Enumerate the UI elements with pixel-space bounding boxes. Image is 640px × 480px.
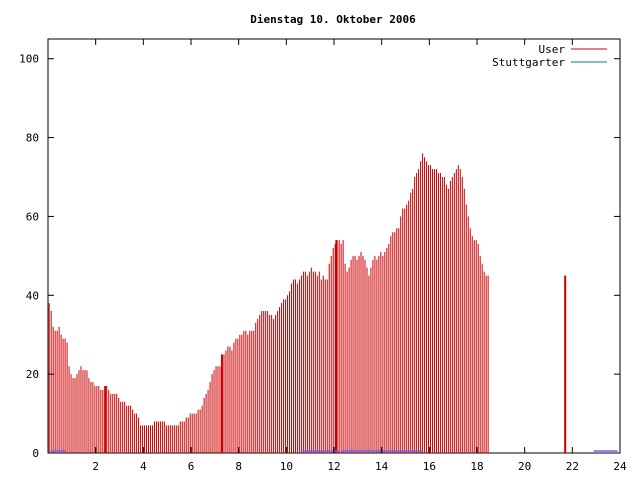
x-tick-label: 6 [188, 460, 195, 473]
y-tick-label: 60 [26, 210, 39, 223]
y-tick-label: 100 [19, 53, 39, 66]
x-tick-label: 4 [140, 460, 147, 473]
x-tick-label: 20 [518, 460, 531, 473]
x-tick-label: 16 [423, 460, 436, 473]
x-tick-label: 22 [566, 460, 579, 473]
y-tick-label: 0 [32, 447, 39, 460]
y-tick-label: 80 [26, 132, 39, 145]
legend: User Stuttgarter [492, 43, 607, 69]
x-tick-label: 10 [280, 460, 293, 473]
x-tick-label: 24 [613, 460, 627, 473]
hour-markers [104, 240, 567, 453]
user-bars [48, 153, 489, 453]
y-axis: 0 20 40 60 80 100 [19, 53, 620, 460]
x-tick-label: 8 [235, 460, 242, 473]
x-tick-label: 18 [470, 460, 483, 473]
y-tick-label: 20 [26, 368, 39, 381]
y-tick-label: 40 [26, 289, 39, 302]
x-axis: 2 4 6 8 10 12 14 16 18 20 22 24 [92, 39, 627, 473]
x-tick-label: 14 [375, 460, 389, 473]
plot-frame [47, 38, 621, 454]
x-tick-label: 12 [327, 460, 340, 473]
legend-label-user: User [539, 43, 566, 56]
chart-title: Dienstag 10. Oktober 2006 [250, 13, 416, 26]
x-tick-label: 2 [92, 460, 99, 473]
legend-label-stuttgarter: Stuttgarter [492, 56, 565, 69]
